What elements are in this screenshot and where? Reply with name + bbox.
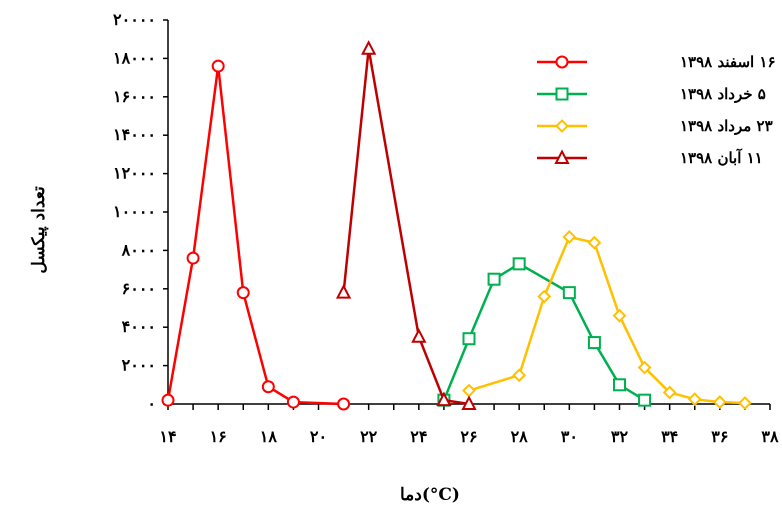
data-point: [462, 383, 476, 398]
series-layer: [161, 40, 752, 411]
data-point: [562, 286, 576, 300]
legend-label: ۱۱ آبان ۱۳۹۸: [680, 148, 763, 167]
x-tick-label: ۳۰: [561, 427, 578, 446]
data-point: [236, 286, 250, 300]
x-tick-label: ۳۸: [761, 427, 779, 446]
data-point: [562, 230, 577, 244]
x-tick-label: ۱۴: [159, 427, 176, 446]
data-point: [361, 40, 377, 55]
series-line: [468, 235, 745, 405]
data-point: [411, 328, 427, 343]
data-point: [587, 235, 602, 250]
y-tick-label: ۲۰۰۰۰: [113, 10, 156, 29]
data-point: [612, 308, 627, 323]
y-tick-label: ۰: [147, 394, 156, 413]
y-tick-label: ۱۴۰۰۰: [113, 125, 156, 144]
data-point: [211, 59, 225, 73]
legend-label: ۱۶ اسفند ۱۳۹۸: [680, 53, 776, 71]
series-1: [161, 59, 351, 411]
data-point: [161, 393, 175, 407]
y-tick-label: ۶۰۰۰: [122, 279, 156, 298]
y-tick-label: ۲۰۰۰: [122, 356, 156, 375]
legend-label: ۲۳ مرداد ۱۳۹۸: [680, 117, 773, 135]
legend-item: ۱۱ آبان ۱۳۹۸: [537, 148, 763, 167]
data-point: [587, 336, 601, 350]
data-point: [337, 397, 351, 411]
x-tick-label: ۲۴: [410, 427, 427, 446]
x-tick-label: ۳۴: [661, 427, 678, 446]
data-point: [462, 332, 476, 346]
data-point: [712, 395, 727, 409]
series-line: [342, 47, 470, 406]
data-point: [637, 360, 652, 375]
series-3: [462, 230, 752, 410]
data-point: [537, 289, 552, 304]
data-point: [738, 396, 752, 410]
data-point: [687, 392, 702, 407]
x-tick-label: ۳۶: [711, 427, 728, 446]
series-line: [166, 64, 344, 406]
data-point: [461, 395, 477, 410]
x-tick-label: ۳۲: [611, 427, 629, 446]
legend: ۱۶ اسفند ۱۳۹۸ ۵ خرداد ۱۳۹۸ ۲۳ مرداد ۱۳۹۸ ۱۱…: [537, 53, 776, 167]
legend-label: ۵ خرداد ۱۳۹۸: [680, 85, 766, 103]
data-point: [186, 251, 200, 265]
y-axis-title: تعداد پیکسل: [29, 186, 49, 274]
y-tick-label: ۱۲۰۰۰: [113, 164, 156, 183]
data-point: [512, 257, 526, 271]
data-point: [662, 385, 677, 400]
legend-marker: [555, 55, 569, 69]
data-point: [335, 283, 352, 299]
data-point: [487, 272, 501, 286]
data-point: [613, 378, 626, 392]
axes: ۰ ۲۰۰۰ ۴۰۰۰ ۶۰۰۰ ۸۰۰۰ ۱۰۰۰۰ ۱۲۰۰۰ ۱۴۰۰۰ ۱۶۰۰۰ ۱۸۰…: [113, 10, 779, 446]
x-axis-title: دما(°C): [400, 485, 460, 505]
x-tick-label: ۲۶: [460, 427, 477, 446]
legend-item: ۲۳ مرداد ۱۳۹۸: [537, 117, 773, 135]
data-point: [512, 368, 527, 383]
data-point: [261, 380, 275, 394]
data-point: [286, 395, 300, 409]
data-point: [436, 391, 452, 407]
x-tick-label: ۲۰: [310, 427, 327, 446]
series-2: [437, 257, 652, 407]
x-tick-label: ۱۶: [210, 427, 227, 446]
y-tick-label: ۸۰۰۰: [121, 240, 156, 259]
series-4: [335, 40, 477, 410]
legend-item: ۵ خرداد ۱۳۹۸: [537, 85, 766, 103]
x-tick-label: ۱۸: [260, 427, 278, 446]
x-tick-label: ۲۲: [360, 427, 378, 446]
legend-marker: [554, 149, 570, 164]
legend-marker: [555, 87, 569, 101]
y-tick-label: ۱۰۰۰۰: [113, 202, 156, 221]
y-tick-label: ۱۸۰۰۰: [113, 48, 156, 67]
data-point: [638, 393, 652, 407]
y-tick-label: ۱۶۰۰۰: [113, 87, 156, 106]
series-line: [442, 262, 646, 402]
y-tick-label: ۴۰۰۰: [122, 317, 156, 336]
legend-item: ۱۶ اسفند ۱۳۹۸: [537, 53, 776, 71]
legend-marker: [555, 119, 569, 133]
x-tick-label: ۲۸: [511, 427, 529, 446]
